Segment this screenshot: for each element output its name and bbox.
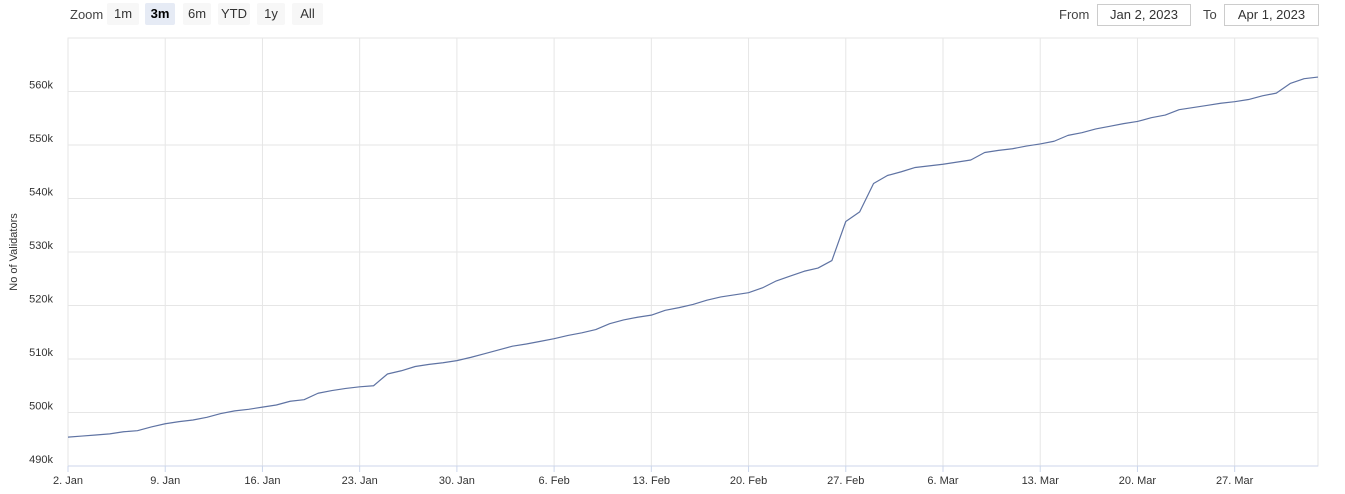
x-tick-label: 13. Feb — [633, 475, 670, 487]
from-label: From — [1059, 7, 1090, 22]
zoom-button[interactable]: 6m — [183, 3, 211, 25]
zoom-button[interactable]: 1y — [257, 3, 285, 25]
zoom-button[interactable]: All — [292, 3, 323, 25]
y-axis-title: No of Validators — [8, 213, 20, 291]
y-tick-label: 520k — [29, 293, 53, 305]
zoom-button[interactable]: YTD — [218, 3, 250, 25]
y-tick-label: 510k — [29, 347, 53, 359]
zoom-button[interactable]: 1m — [107, 3, 139, 25]
to-input[interactable]: Apr 1, 2023 — [1224, 4, 1319, 26]
zoom-button[interactable]: 3m — [145, 3, 175, 25]
y-tick-label: 500k — [29, 400, 53, 412]
y-tick-label: 560k — [29, 79, 53, 91]
x-tick-label: 16. Jan — [244, 475, 280, 487]
x-tick-label: 9. Jan — [150, 475, 180, 487]
y-tick-label: 550k — [29, 133, 53, 145]
x-tick-label: 27. Mar — [1216, 475, 1254, 487]
x-tick-label: 20. Feb — [730, 475, 767, 487]
x-tick-label: 13. Mar — [1022, 475, 1060, 487]
range-selector: Zoom 1m 3m 6m YTD 1y All From Jan 2, 2023 To Apr 1… — [0, 0, 1345, 30]
x-tick-label: 23. Jan — [342, 475, 378, 487]
y-tick-label: 490k — [29, 454, 53, 466]
x-tick-label: 27. Feb — [827, 475, 864, 487]
x-tick-label: 6. Mar — [927, 475, 959, 487]
y-tick-label: 540k — [29, 186, 53, 198]
x-tick-label: 6. Feb — [539, 475, 570, 487]
x-tick-label: 20. Mar — [1119, 475, 1157, 487]
x-tick-label: 2. Jan — [53, 475, 83, 487]
to-label: To — [1203, 7, 1217, 22]
y-tick-label: 530k — [29, 240, 53, 252]
series-line — [67, 76, 1319, 438]
x-tick-label: 30. Jan — [439, 475, 475, 487]
zoom-label: Zoom — [70, 7, 104, 22]
from-input[interactable]: Jan 2, 2023 — [1097, 4, 1191, 26]
